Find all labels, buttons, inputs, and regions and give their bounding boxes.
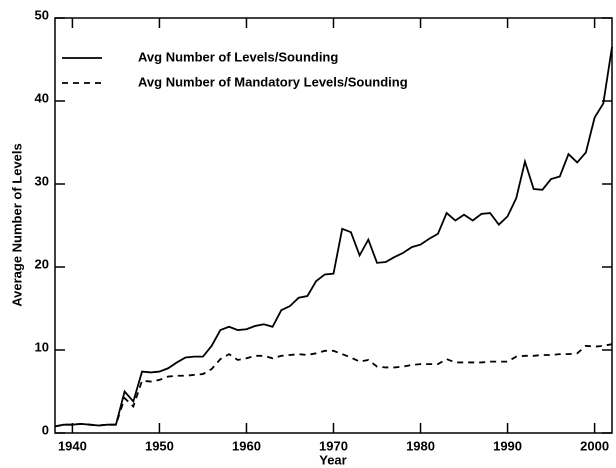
x-tick-label: 1970 xyxy=(319,438,348,453)
y-tick-label: 50 xyxy=(35,7,49,22)
x-tick-label: 1950 xyxy=(145,438,174,453)
legend-label: Avg Number of Levels/Sounding xyxy=(138,49,338,64)
x-tick-label: 2000 xyxy=(580,438,609,453)
x-tick-label: 1960 xyxy=(232,438,261,453)
x-tick-label: 1990 xyxy=(493,438,522,453)
y-tick-label: 0 xyxy=(42,422,49,437)
y-tick-label: 10 xyxy=(35,339,49,354)
y-tick-label: 30 xyxy=(35,173,49,188)
y-tick-label: 20 xyxy=(35,256,49,271)
data-line xyxy=(54,343,613,428)
x-tick-label: 1980 xyxy=(406,438,435,453)
x-axis-label: Year xyxy=(319,452,346,467)
y-tick-label: 40 xyxy=(35,90,49,105)
y-axis-label: Average Number of Levels xyxy=(9,143,24,307)
legend-label: Avg Number of Mandatory Levels/Sounding xyxy=(138,74,408,89)
data-line xyxy=(54,46,613,428)
x-tick-label: 1940 xyxy=(58,438,87,453)
